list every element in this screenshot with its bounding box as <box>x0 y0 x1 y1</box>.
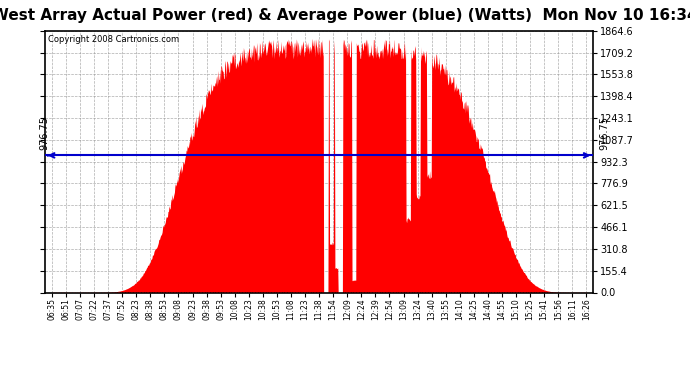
Text: 976.75: 976.75 <box>600 116 609 150</box>
Text: 976.75: 976.75 <box>40 116 50 150</box>
Text: Copyright 2008 Cartronics.com: Copyright 2008 Cartronics.com <box>48 34 179 44</box>
Text: West Array Actual Power (red) & Average Power (blue) (Watts)  Mon Nov 10 16:34: West Array Actual Power (red) & Average … <box>0 8 690 23</box>
